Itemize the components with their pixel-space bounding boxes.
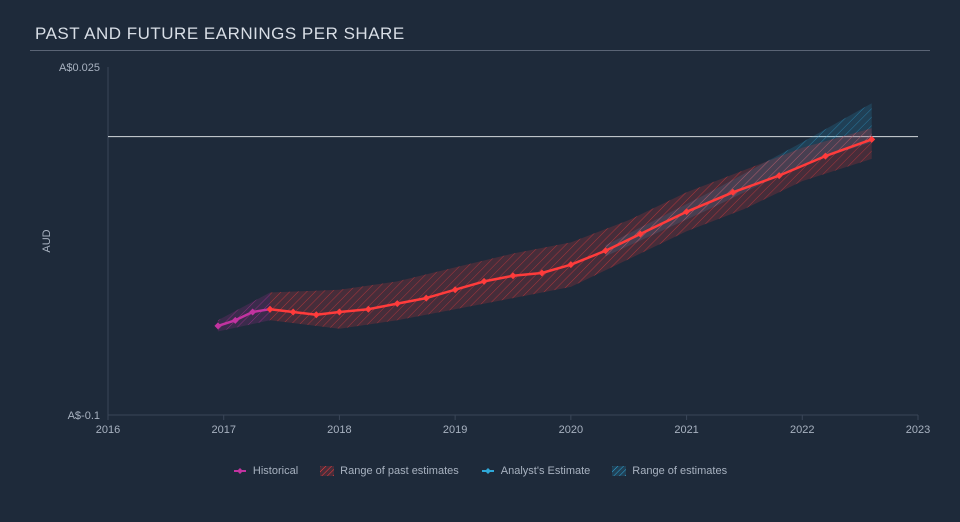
legend-label: Range of past estimates [340,465,459,477]
svg-text:A$0.025: A$0.025 [59,62,100,74]
chart-svg: 2016 2017 2018 2019 2020 2021 2022 2023 A$0.025 A… [30,59,930,459]
legend-item-analyst: Analyst's Estimate [481,465,591,477]
svg-text:2019: 2019 [443,424,467,436]
legend: Historical Range of past estimates Analyst… [30,465,930,477]
svg-text:2018: 2018 [327,424,351,436]
legend-item-past_range: Range of past estimates [320,465,459,477]
svg-text:2021: 2021 [674,424,698,436]
plot-area: 2016 2017 2018 2019 2020 2021 2022 2023 A$0.025 A… [30,59,930,459]
title-rule [30,50,930,51]
svg-text:2016: 2016 [96,424,120,436]
svg-text:2020: 2020 [559,424,583,436]
svg-text:2017: 2017 [211,424,235,436]
svg-text:AUD: AUD [41,229,53,252]
svg-text:2023: 2023 [906,424,930,436]
legend-label: Analyst's Estimate [501,465,591,477]
eps-chart: PAST AND FUTURE EARNINGS PER SHARE 20162… [0,0,960,522]
legend-label: Range of estimates [632,465,727,477]
chart-title: PAST AND FUTURE EARNINGS PER SHARE [35,24,930,44]
svg-text:A$-0.1: A$-0.1 [68,410,100,422]
svg-text:2022: 2022 [790,424,814,436]
legend-label: Historical [253,465,298,477]
legend-item-future_range: Range of estimates [612,465,727,477]
legend-item-historical: Historical [233,465,298,477]
